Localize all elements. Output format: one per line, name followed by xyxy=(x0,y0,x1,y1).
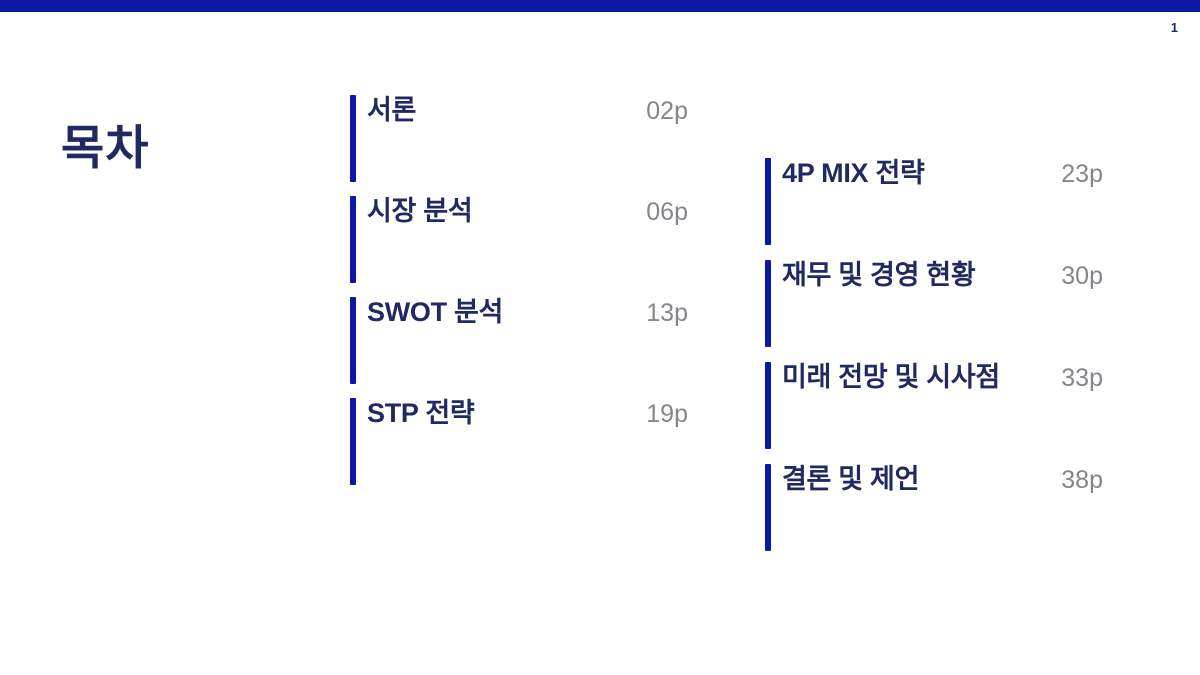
toc-item-label: 시장 분석 xyxy=(367,196,473,226)
toc-item: 4P MIX 전략 23p xyxy=(765,158,1103,245)
accent-bar xyxy=(765,464,771,551)
toc-item: SWOT 분석 13p xyxy=(350,297,688,384)
toc-item-page: 33p xyxy=(1061,364,1103,392)
toc-item-page: 38p xyxy=(1061,466,1103,494)
toc-column-left: 서론 02p 시장 분석 06p SWOT 분석 13p STP 전략 19p xyxy=(350,95,688,499)
toc-item-label: 서론 xyxy=(367,95,417,125)
toc-item-label: 결론 및 제언 xyxy=(782,464,920,494)
toc-item-label: 미래 전망 및 시사점 xyxy=(782,362,1000,392)
toc-item-page: 02p xyxy=(646,97,688,125)
toc-item-page: 30p xyxy=(1061,262,1103,290)
accent-bar xyxy=(350,297,356,384)
toc-item-label: 4P MIX 전략 xyxy=(782,158,925,188)
page-title: 목차 xyxy=(61,121,150,174)
toc-item: 재무 및 경영 현황 30p xyxy=(765,260,1103,347)
toc-column-right: 4P MIX 전략 23p 재무 및 경영 현황 30p 미래 전망 및 시사점… xyxy=(765,158,1103,566)
toc-item-page: 23p xyxy=(1061,160,1103,188)
accent-bar xyxy=(350,95,356,182)
toc-item: 서론 02p xyxy=(350,95,688,182)
accent-bar xyxy=(765,260,771,347)
accent-bar xyxy=(765,362,771,449)
slide-page-number: 1 xyxy=(1170,20,1178,35)
toc-item: STP 전략 19p xyxy=(350,398,688,485)
toc-item-page: 13p xyxy=(646,299,688,327)
accent-bar xyxy=(765,158,771,245)
toc-item-label: 재무 및 경영 현황 xyxy=(782,260,976,290)
top-accent-bar xyxy=(0,0,1200,12)
toc-item-page: 06p xyxy=(646,198,688,226)
toc-item-label: STP 전략 xyxy=(367,398,475,428)
accent-bar xyxy=(350,196,356,283)
toc-item: 시장 분석 06p xyxy=(350,196,688,283)
accent-bar xyxy=(350,398,356,485)
toc-item-label: SWOT 분석 xyxy=(367,297,504,327)
toc-item-page: 19p xyxy=(646,400,688,428)
toc-item: 결론 및 제언 38p xyxy=(765,464,1103,551)
toc-item: 미래 전망 및 시사점 33p xyxy=(765,362,1103,449)
